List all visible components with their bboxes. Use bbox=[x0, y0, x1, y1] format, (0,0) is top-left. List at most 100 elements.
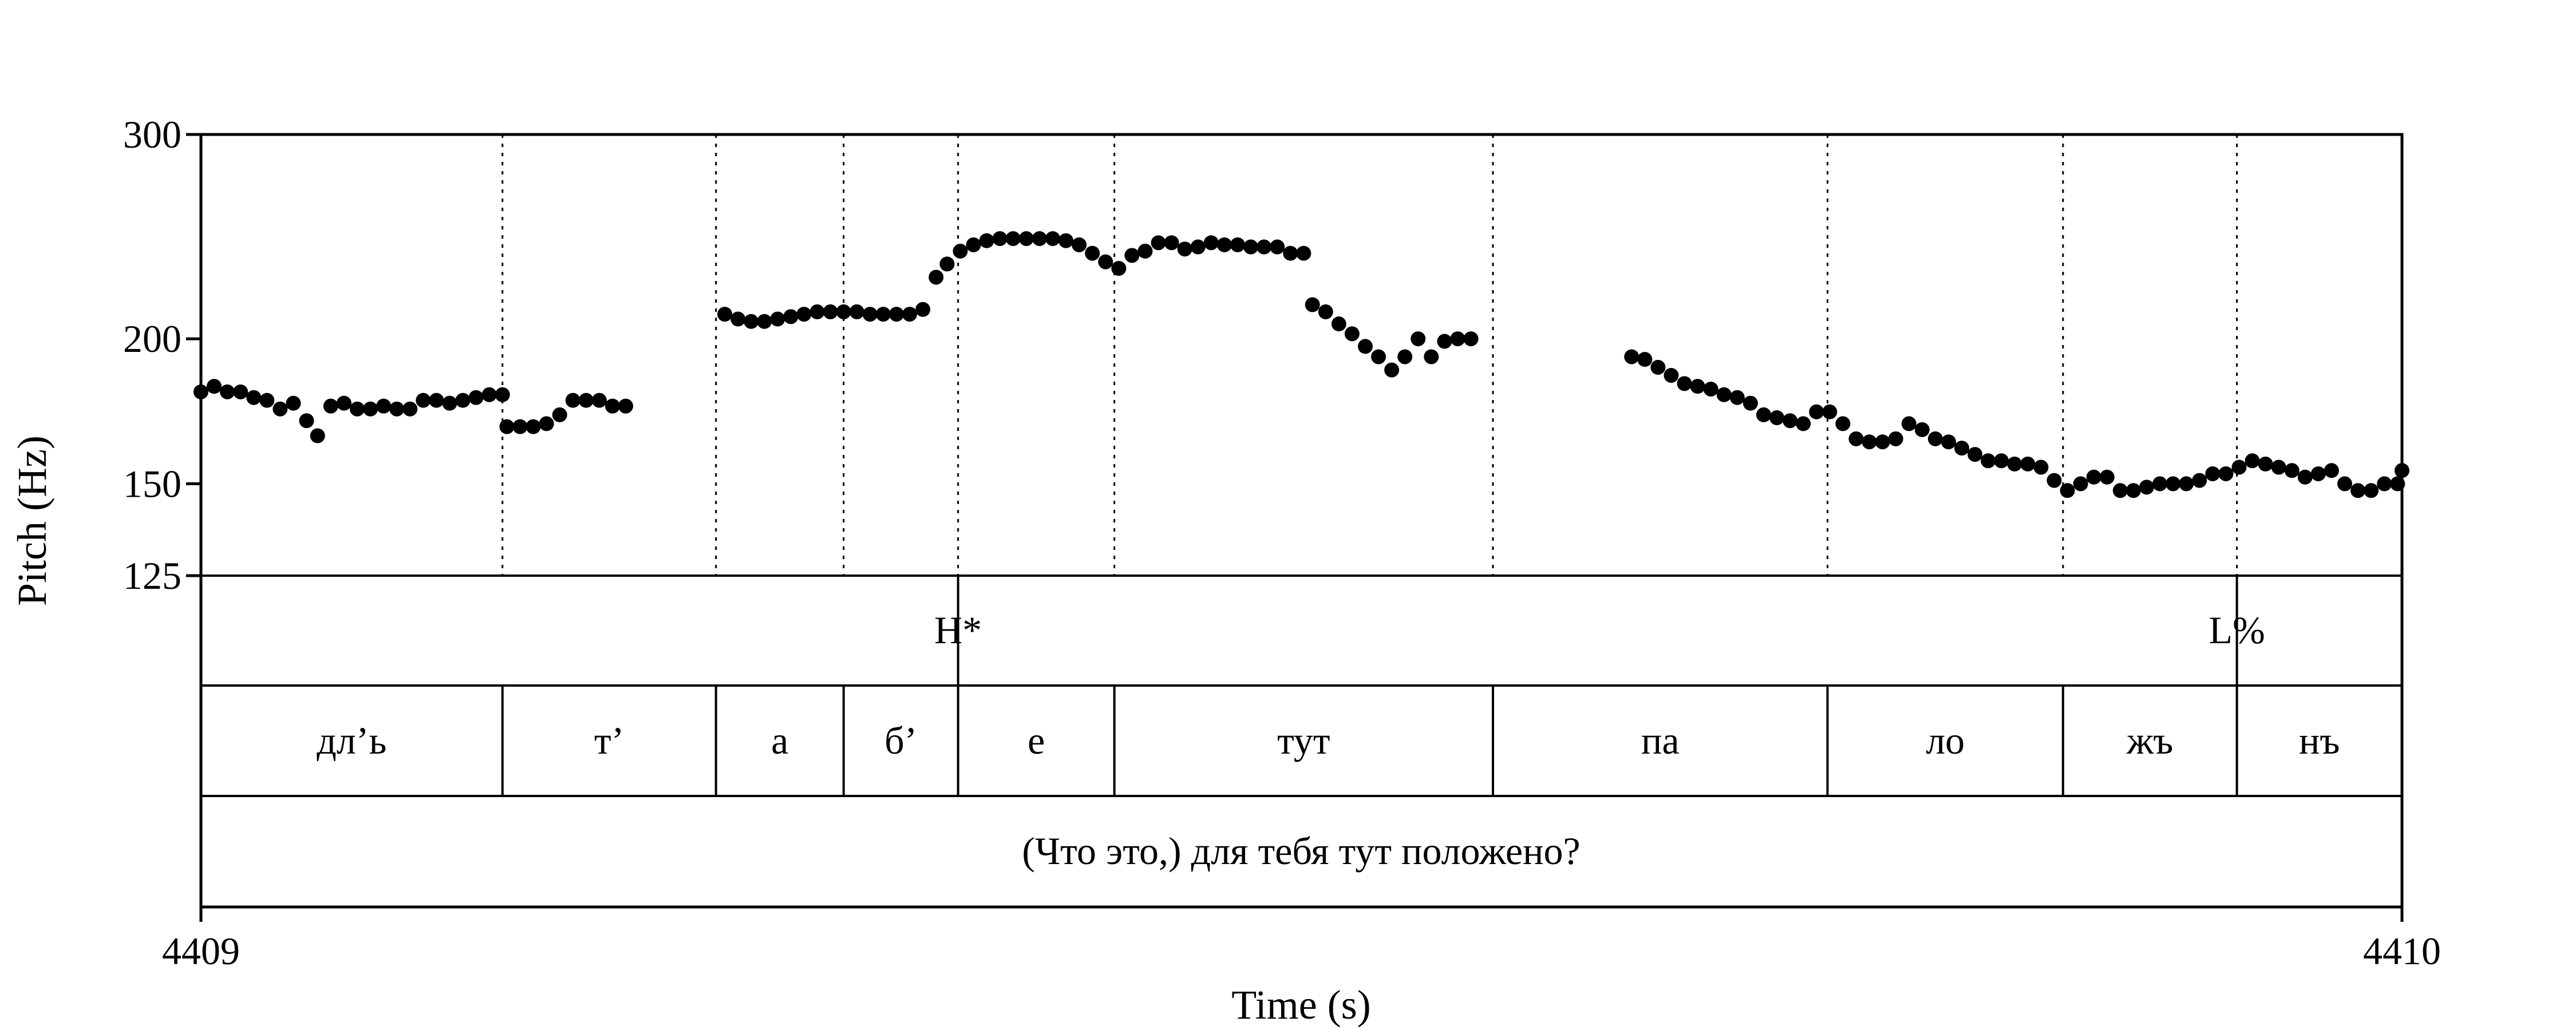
syllable-label: е bbox=[1028, 719, 1045, 762]
pitch-point bbox=[1743, 395, 1758, 411]
pitch-point bbox=[618, 398, 634, 414]
pitch-point bbox=[429, 393, 444, 408]
pitch-point bbox=[1151, 235, 1166, 251]
pitch-point bbox=[2112, 483, 2128, 498]
pitch-point bbox=[1809, 404, 1824, 419]
pitch-point bbox=[1358, 339, 1373, 354]
pitch-point bbox=[402, 401, 418, 417]
pitch-point bbox=[1941, 434, 1956, 450]
pitch-point bbox=[1967, 447, 1983, 462]
syllable-label: нъ bbox=[2299, 719, 2340, 762]
pitch-point bbox=[1914, 422, 1930, 437]
pitch-point bbox=[1888, 431, 1903, 446]
pitch-point bbox=[2007, 456, 2022, 472]
pitch-point bbox=[246, 390, 262, 405]
pitch-point bbox=[1331, 316, 1346, 332]
pitch-point bbox=[966, 237, 981, 252]
y-tick-label: 300 bbox=[123, 113, 181, 156]
pitch-point bbox=[376, 398, 392, 414]
pitch-points bbox=[193, 231, 2409, 498]
pitch-point bbox=[193, 384, 208, 399]
syllable-label: т’ bbox=[594, 719, 624, 762]
pitch-point bbox=[2033, 459, 2049, 475]
y-tick-label: 200 bbox=[123, 317, 181, 360]
x-axis: 4409 4410 bbox=[162, 907, 2441, 973]
pitch-point bbox=[1005, 231, 1021, 246]
pitch-point bbox=[1296, 245, 1311, 261]
pitch-point bbox=[953, 243, 968, 259]
pitch-point bbox=[499, 419, 515, 434]
pitch-point bbox=[2179, 476, 2194, 492]
pitch-point bbox=[717, 307, 733, 322]
segment-boundaries bbox=[501, 134, 2238, 796]
syllable-label: дл’ь bbox=[317, 719, 386, 762]
tone-tier: H* L% bbox=[934, 576, 2265, 686]
pitch-point bbox=[207, 379, 222, 394]
pitch-point bbox=[823, 304, 838, 319]
pitch-point bbox=[757, 314, 772, 329]
pitch-point bbox=[744, 314, 759, 329]
pitch-point bbox=[1270, 239, 1285, 255]
pitch-point bbox=[539, 416, 554, 431]
pitch-point bbox=[272, 401, 288, 417]
pitch-point bbox=[1032, 231, 1047, 246]
pitch-point bbox=[233, 384, 248, 399]
pitch-point bbox=[2310, 466, 2326, 481]
pitch-point bbox=[2060, 483, 2075, 498]
pitch-point bbox=[2364, 483, 2379, 498]
pitch-point bbox=[2205, 466, 2221, 481]
pitch-point bbox=[889, 307, 904, 322]
pitch-point bbox=[1164, 235, 1179, 251]
pitch-point bbox=[442, 395, 457, 411]
pitch-point bbox=[2139, 480, 2154, 495]
pitch-point bbox=[2258, 456, 2273, 472]
pitch-point bbox=[1835, 416, 1851, 431]
pitch-point bbox=[915, 302, 931, 317]
pitch-point bbox=[1230, 237, 1245, 252]
pitch-point bbox=[2125, 483, 2141, 498]
pitch-point bbox=[468, 390, 484, 405]
pitch-point bbox=[323, 398, 338, 414]
pitch-point bbox=[605, 398, 621, 414]
pitch-point bbox=[1137, 243, 1153, 259]
y-tick-label: 150 bbox=[123, 462, 181, 505]
pitch-point bbox=[1796, 416, 1811, 431]
pitch-point bbox=[259, 393, 275, 408]
pitch-point bbox=[1305, 297, 1320, 312]
x-tick-label: 4409 bbox=[162, 929, 240, 973]
pitch-point bbox=[310, 428, 325, 443]
pitch-point bbox=[1650, 359, 1666, 375]
pitch-point bbox=[1111, 260, 1127, 276]
pitch-point bbox=[862, 307, 878, 322]
pitch-point bbox=[2231, 459, 2247, 475]
pitch-point bbox=[979, 233, 994, 248]
pitch-point bbox=[1927, 431, 1943, 446]
pitch-point bbox=[1411, 331, 1426, 347]
pitch-point bbox=[1045, 231, 1061, 246]
pitch-point bbox=[1783, 413, 1798, 429]
pitch-point bbox=[1637, 352, 1653, 367]
pitch-point bbox=[770, 311, 785, 327]
pitch-point bbox=[2099, 469, 2115, 485]
syllable-label: а bbox=[771, 719, 788, 762]
pitch-point bbox=[416, 393, 431, 408]
pitch-point bbox=[565, 393, 580, 408]
pitch-point bbox=[1822, 404, 1838, 419]
pitch-point bbox=[578, 393, 594, 408]
pitch-point bbox=[1018, 231, 1034, 246]
pitch-point bbox=[1257, 239, 1272, 255]
pitch-point bbox=[2046, 473, 2062, 488]
pitch-point bbox=[1769, 410, 1785, 426]
pitch-point bbox=[1664, 367, 1679, 383]
pitch-point bbox=[389, 401, 405, 417]
plot-frame bbox=[199, 133, 2404, 909]
pitch-point bbox=[730, 311, 746, 327]
syllable-label: тут bbox=[1277, 719, 1330, 762]
x-tick-label: 4410 bbox=[2363, 929, 2441, 973]
pitch-point bbox=[1729, 390, 1745, 405]
pitch-point bbox=[2218, 466, 2234, 481]
pitch-point bbox=[591, 393, 607, 408]
pitch-point bbox=[2086, 469, 2101, 485]
syllable-label: б’ bbox=[884, 719, 917, 762]
pitch-point bbox=[1371, 349, 1386, 365]
